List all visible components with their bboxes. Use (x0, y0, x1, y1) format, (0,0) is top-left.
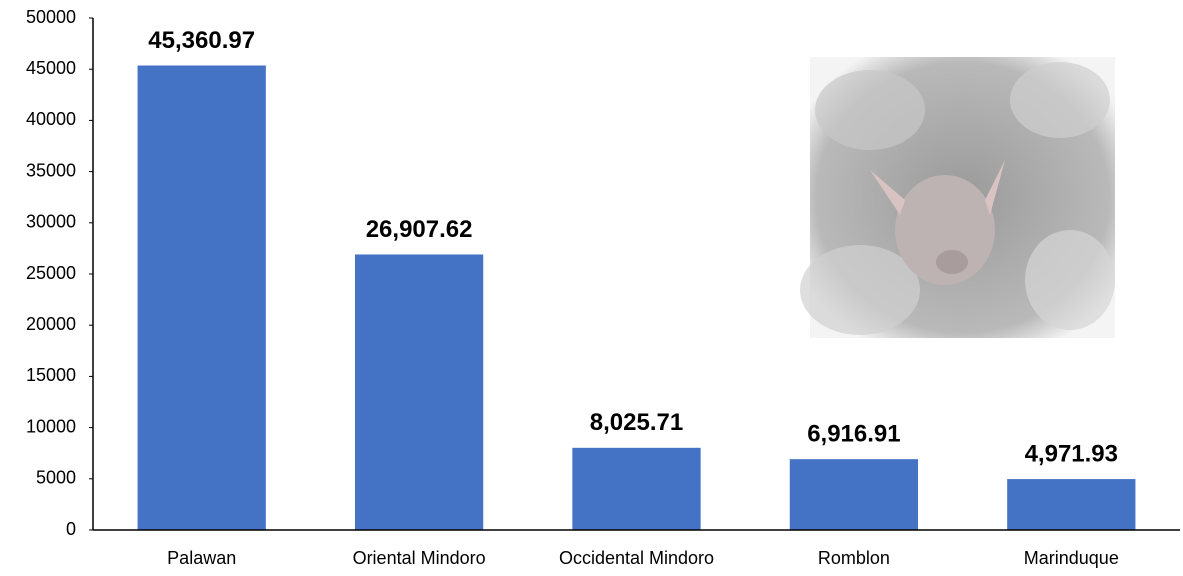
x-tick-label: Romblon (818, 548, 890, 568)
value-label: 8,025.71 (590, 409, 683, 436)
pig-photo (800, 57, 1115, 338)
y-tick-label: 0 (66, 519, 76, 539)
chart: 0 5000 10000 15000 20000 25000 30000 35000 40000… (0, 0, 1183, 576)
x-tick-label: Oriental Mindoro (353, 548, 486, 568)
y-tick-label: 5000 (36, 468, 76, 488)
value-label: 26,907.62 (366, 216, 473, 243)
value-label: 4,971.93 (1025, 440, 1118, 467)
x-tick-label: Palawan (167, 548, 236, 568)
y-tick-label: 10000 (26, 416, 76, 436)
value-label: 45,360.97 (148, 27, 255, 54)
x-tick-label: Marinduque (1024, 548, 1119, 568)
bar (138, 66, 266, 530)
y-tick-label: 45000 (26, 58, 76, 78)
bar (790, 459, 918, 530)
y-tick-label: 50000 (26, 7, 76, 27)
y-tick-label: 40000 (26, 109, 76, 129)
y-tick-label: 25000 (26, 263, 76, 283)
y-tick-label: 35000 (26, 160, 76, 180)
bar (572, 448, 700, 530)
y-tick-label: 30000 (26, 212, 76, 232)
value-label: 6,916.91 (807, 421, 900, 448)
y-tick-label: 20000 (26, 314, 76, 334)
x-tick-label: Occidental Mindoro (559, 548, 714, 568)
y-tick-label: 15000 (26, 365, 76, 385)
bar (1007, 479, 1135, 530)
bar (355, 254, 483, 530)
page: 0 5000 10000 15000 20000 25000 30000 35000 40000… (0, 0, 1183, 576)
